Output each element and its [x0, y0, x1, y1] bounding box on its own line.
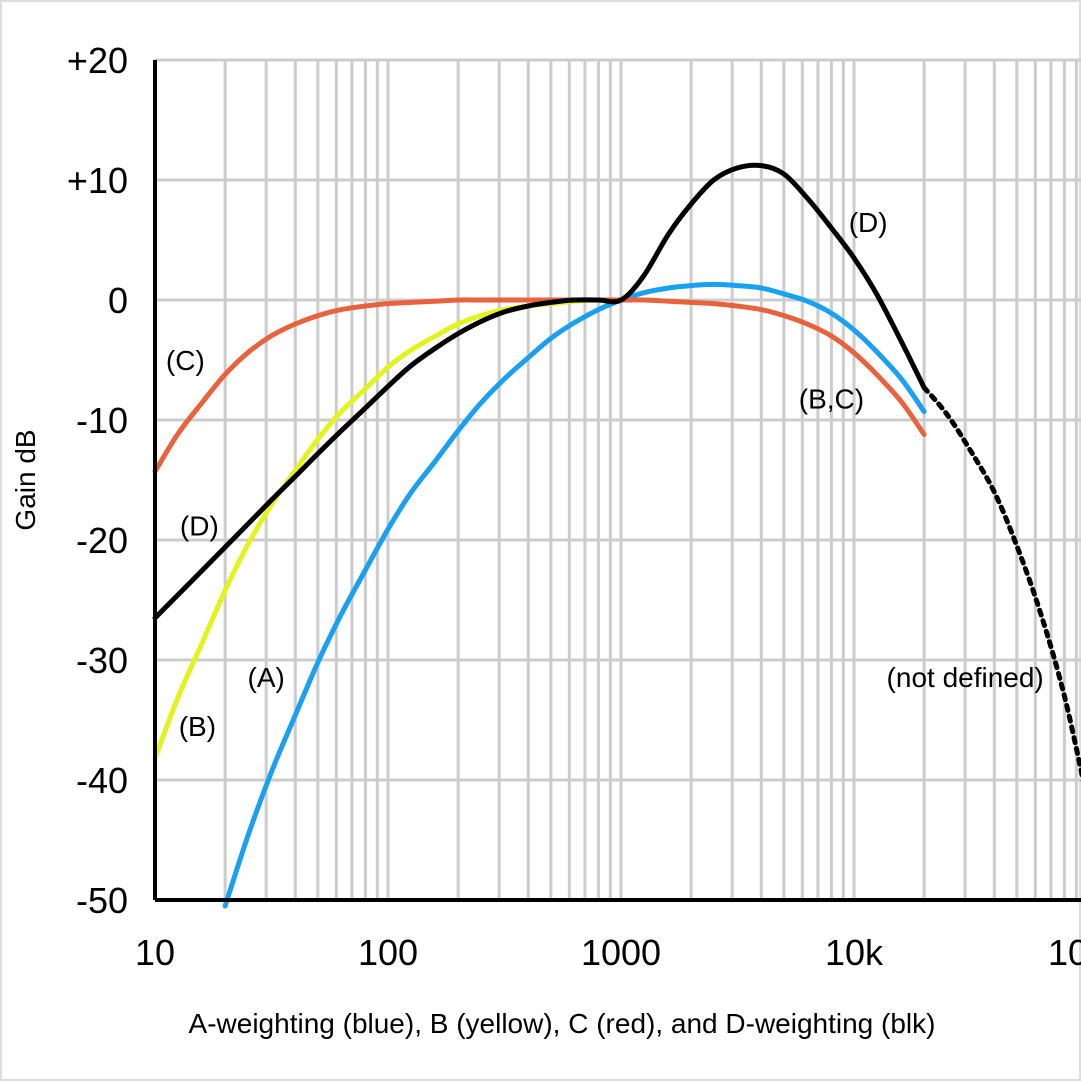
annotation-label: (B) — [179, 711, 216, 742]
series-a-weighting-line — [222, 281, 927, 909]
y-tick-labels: +20 +10 0 -10 -20 -30 -40 -50 — [67, 40, 128, 921]
y-tick-label: -20 — [76, 520, 128, 561]
y-tick-label: -30 — [76, 640, 128, 681]
x-tick-labels: 10 100 1000 10k 100k — [135, 932, 1081, 973]
annotation-label: (A) — [248, 662, 285, 693]
x-tick-label: 1000 — [581, 932, 661, 973]
annotation-label: (C) — [166, 345, 205, 376]
annotation-label: (not defined) — [887, 662, 1044, 693]
x-tick-label: 100k — [1048, 932, 1081, 973]
y-tick-label: -50 — [76, 880, 128, 921]
x-tick-label: 10k — [825, 932, 884, 973]
x-axis-label: A-weighting (blue), B (yellow), C (red),… — [189, 1008, 936, 1039]
annotation-label: (B,C) — [799, 383, 864, 414]
series-layer — [152, 162, 1081, 909]
x-tick-label: 10 — [135, 932, 175, 973]
y-tick-label: -40 — [76, 760, 128, 801]
y-tick-label: -10 — [76, 400, 128, 441]
series-not-defined-line — [921, 385, 1081, 783]
series-d-weighting-line — [152, 162, 927, 621]
annotations: (C) (D) (B) (A) (D) (B,C) (not defined) — [166, 207, 1044, 742]
y-tick-label: 0 — [108, 280, 128, 321]
y-tick-label: +20 — [67, 40, 128, 81]
annotation-label: (D) — [180, 511, 219, 542]
x-tick-label: 100 — [358, 932, 418, 973]
series-c-weighting-line — [152, 297, 927, 475]
y-tick-label: +10 — [67, 160, 128, 201]
axes — [153, 60, 1081, 902]
annotation-label: (D) — [849, 207, 888, 238]
y-axis-label: Gain dB — [10, 429, 41, 530]
